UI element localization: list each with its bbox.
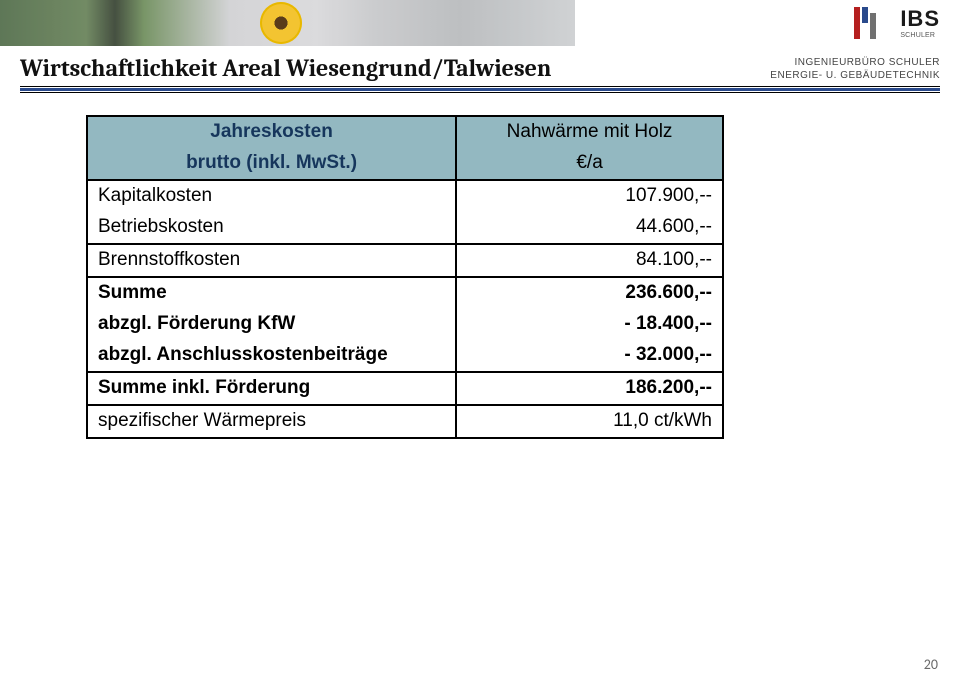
table-row: Kapitalkosten 107.900,--	[87, 180, 723, 212]
logo-text: IBS	[900, 8, 940, 30]
table-row: abzgl. Anschlusskostenbeiträge - 32.000,…	[87, 340, 723, 372]
row-label: Summe inkl. Förderung	[87, 372, 456, 405]
page-number: 20	[924, 656, 938, 673]
table-row: abzgl. Förderung KfW - 18.400,--	[87, 309, 723, 340]
row-label: Brennstoffkosten	[87, 244, 456, 277]
row-value: - 32.000,--	[456, 340, 723, 372]
logo-subtext: SCHULER	[900, 32, 940, 39]
row-value: 186.200,--	[456, 372, 723, 405]
row-value: 44.600,--	[456, 212, 723, 244]
table-header-right-bottom: €/a	[456, 148, 723, 180]
sunflower-icon	[260, 2, 302, 44]
table-header-left-bottom: brutto (inkl. MwSt.)	[87, 148, 456, 180]
row-label: abzgl. Förderung KfW	[87, 309, 456, 340]
row-value: 236.600,--	[456, 277, 723, 309]
table-row: Summe 236.600,--	[87, 277, 723, 309]
row-label: spezifischer Wärmepreis	[87, 405, 456, 438]
page-title: Wirtschaftlichkeit Areal Wiesengrund/Tal…	[20, 54, 551, 82]
cost-table: Jahreskosten Nahwärme mit Holz brutto (i…	[86, 115, 724, 439]
tagline-line-1: INGENIEURBÜRO SCHULER	[770, 57, 940, 70]
ibs-logo-mark	[854, 7, 892, 39]
row-label: Summe	[87, 277, 456, 309]
banner-photo	[0, 0, 575, 46]
row-label: Kapitalkosten	[87, 180, 456, 212]
row-value: 107.900,--	[456, 180, 723, 212]
table-header-left-top: Jahreskosten	[87, 116, 456, 148]
table-row: Betriebskosten 44.600,--	[87, 212, 723, 244]
table-header-right-top: Nahwärme mit Holz	[456, 116, 723, 148]
tagline-line-2: ENERGIE- U. GEBÄUDETECHNIK	[770, 70, 940, 83]
banner-logo-area: IBS SCHULER	[575, 0, 960, 46]
ibs-logo: IBS SCHULER	[854, 7, 940, 39]
top-banner: IBS SCHULER	[0, 0, 960, 46]
row-value: 11,0 ct/kWh	[456, 405, 723, 438]
row-value: 84.100,--	[456, 244, 723, 277]
table-row: Summe inkl. Förderung 186.200,--	[87, 372, 723, 405]
row-label: abzgl. Anschlusskostenbeiträge	[87, 340, 456, 372]
table-row: spezifischer Wärmepreis 11,0 ct/kWh	[87, 405, 723, 438]
table-row: Brennstoffkosten 84.100,--	[87, 244, 723, 277]
row-value: - 18.400,--	[456, 309, 723, 340]
title-underline	[20, 86, 940, 92]
row-label: Betriebskosten	[87, 212, 456, 244]
company-tagline: INGENIEURBÜRO SCHULER ENERGIE- U. GEBÄUD…	[770, 57, 940, 82]
